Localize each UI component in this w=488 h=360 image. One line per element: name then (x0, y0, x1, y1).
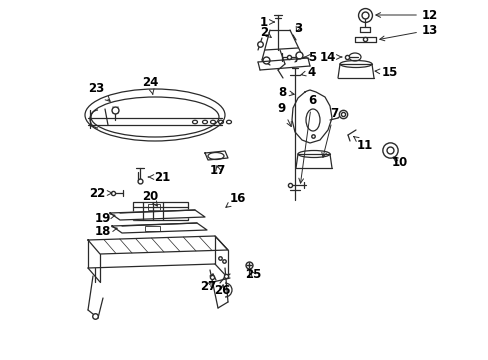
Polygon shape (88, 236, 227, 254)
Text: 1: 1 (260, 15, 274, 28)
Text: 5: 5 (304, 50, 315, 63)
Polygon shape (110, 210, 204, 220)
Text: 26: 26 (213, 284, 230, 297)
Text: 8: 8 (277, 86, 294, 99)
Text: 22: 22 (89, 186, 112, 199)
Polygon shape (291, 90, 331, 143)
Text: 6: 6 (298, 94, 315, 183)
Text: 7: 7 (321, 107, 337, 157)
Text: 21: 21 (148, 171, 170, 184)
Text: 11: 11 (353, 136, 372, 152)
Text: 23: 23 (88, 81, 110, 102)
Text: 19: 19 (95, 212, 115, 225)
Text: 18: 18 (95, 225, 117, 238)
Text: 27: 27 (200, 280, 216, 293)
Polygon shape (204, 151, 227, 160)
Text: 10: 10 (391, 156, 407, 168)
Text: 3: 3 (293, 22, 302, 35)
Text: 16: 16 (225, 192, 245, 207)
Text: 9: 9 (277, 102, 291, 127)
Text: 13: 13 (379, 23, 437, 41)
Text: 2: 2 (260, 26, 271, 39)
Text: 20: 20 (142, 189, 158, 206)
Text: 24: 24 (142, 76, 158, 94)
Text: 4: 4 (301, 66, 315, 78)
Text: 12: 12 (375, 9, 437, 22)
Text: 17: 17 (209, 163, 225, 176)
Text: 15: 15 (374, 66, 397, 78)
Polygon shape (112, 223, 206, 233)
Bar (148, 204, 160, 210)
Text: 14: 14 (319, 50, 341, 63)
Bar (145, 226, 160, 231)
Bar (133, 202, 187, 220)
Text: 25: 25 (244, 267, 261, 280)
